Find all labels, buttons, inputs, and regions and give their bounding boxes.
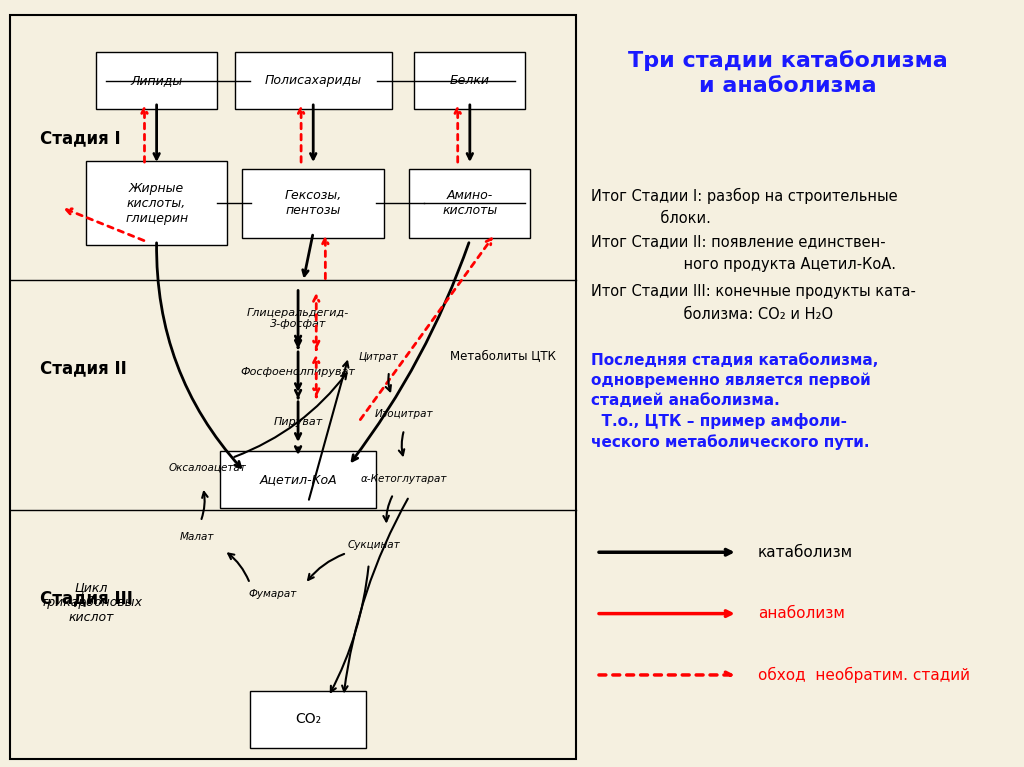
Text: Гексозы,
пентозы: Гексозы, пентозы — [285, 189, 342, 217]
Text: Стадия II: Стадия II — [40, 359, 127, 377]
Text: Итог Стадии II: появление единствен-: Итог Стадии II: появление единствен- — [591, 234, 886, 249]
Text: обход  необратим. стадий: обход необратим. стадий — [758, 667, 970, 683]
Text: Цитрат: Цитрат — [359, 351, 398, 362]
Text: Три стадии катаболизма
и анаболизма: Три стадии катаболизма и анаболизма — [629, 50, 948, 96]
Text: Фосфоенолпируват: Фосфоенолпируват — [241, 367, 355, 377]
FancyBboxPatch shape — [410, 169, 530, 238]
Text: CO₂: CO₂ — [295, 713, 322, 726]
Text: Липиды: Липиды — [130, 74, 182, 87]
FancyBboxPatch shape — [86, 161, 227, 245]
Text: блоки.: блоки. — [591, 211, 711, 226]
Text: катаболизм: катаболизм — [758, 545, 853, 560]
FancyBboxPatch shape — [234, 52, 391, 110]
Text: анаболизм: анаболизм — [758, 606, 845, 621]
Text: Сукцинат: Сукцинат — [347, 539, 400, 550]
Bar — [10, 15, 575, 759]
Text: Оксалоацетат: Оксалоацетат — [168, 463, 246, 473]
Text: Метаболиты ЦТК: Метаболиты ЦТК — [450, 351, 555, 363]
Text: Глицеральдегид-
3-фосфат: Глицеральдегид- 3-фосфат — [247, 308, 349, 329]
FancyBboxPatch shape — [243, 169, 384, 238]
FancyBboxPatch shape — [220, 451, 377, 509]
FancyBboxPatch shape — [415, 52, 525, 110]
Text: Пируват: Пируват — [273, 416, 323, 427]
Text: Полисахариды: Полисахариды — [264, 74, 361, 87]
Text: Изоцитрат: Изоцитрат — [375, 409, 433, 420]
Text: Малат: Малат — [180, 532, 214, 542]
Text: Стадия I: Стадия I — [40, 129, 121, 147]
Text: Амино-
кислоты: Амино- кислоты — [442, 189, 498, 217]
Text: ного продукта Ацетил-КоА.: ного продукта Ацетил-КоА. — [591, 257, 896, 272]
Text: Итог Стадии I: разбор на строительные: Итог Стадии I: разбор на строительные — [591, 187, 898, 204]
Text: Стадия III: Стадия III — [40, 589, 133, 607]
Text: α-Кетоглутарат: α-Кетоглутарат — [361, 474, 447, 485]
Text: болизма: CO₂ и H₂O: болизма: CO₂ и H₂O — [591, 307, 834, 322]
Text: Последняя стадия катаболизма,
одновременно является первой
стадией анаболизма.
 : Последняя стадия катаболизма, одновремен… — [591, 353, 879, 450]
FancyBboxPatch shape — [96, 52, 217, 110]
Text: Цикл
трикарбоновых
кислот: Цикл трикарбоновых кислот — [40, 581, 142, 624]
Text: Ацетил-КоА: Ацетил-КоА — [259, 473, 337, 486]
Text: Жирные
кислоты,
глицерин: Жирные кислоты, глицерин — [125, 182, 188, 225]
FancyBboxPatch shape — [250, 690, 367, 749]
Text: Белки: Белки — [450, 74, 489, 87]
Text: Фумарат: Фумарат — [249, 589, 297, 600]
Text: Итог Стадии III: конечные продукты ката-: Итог Стадии III: конечные продукты ката- — [591, 284, 915, 299]
